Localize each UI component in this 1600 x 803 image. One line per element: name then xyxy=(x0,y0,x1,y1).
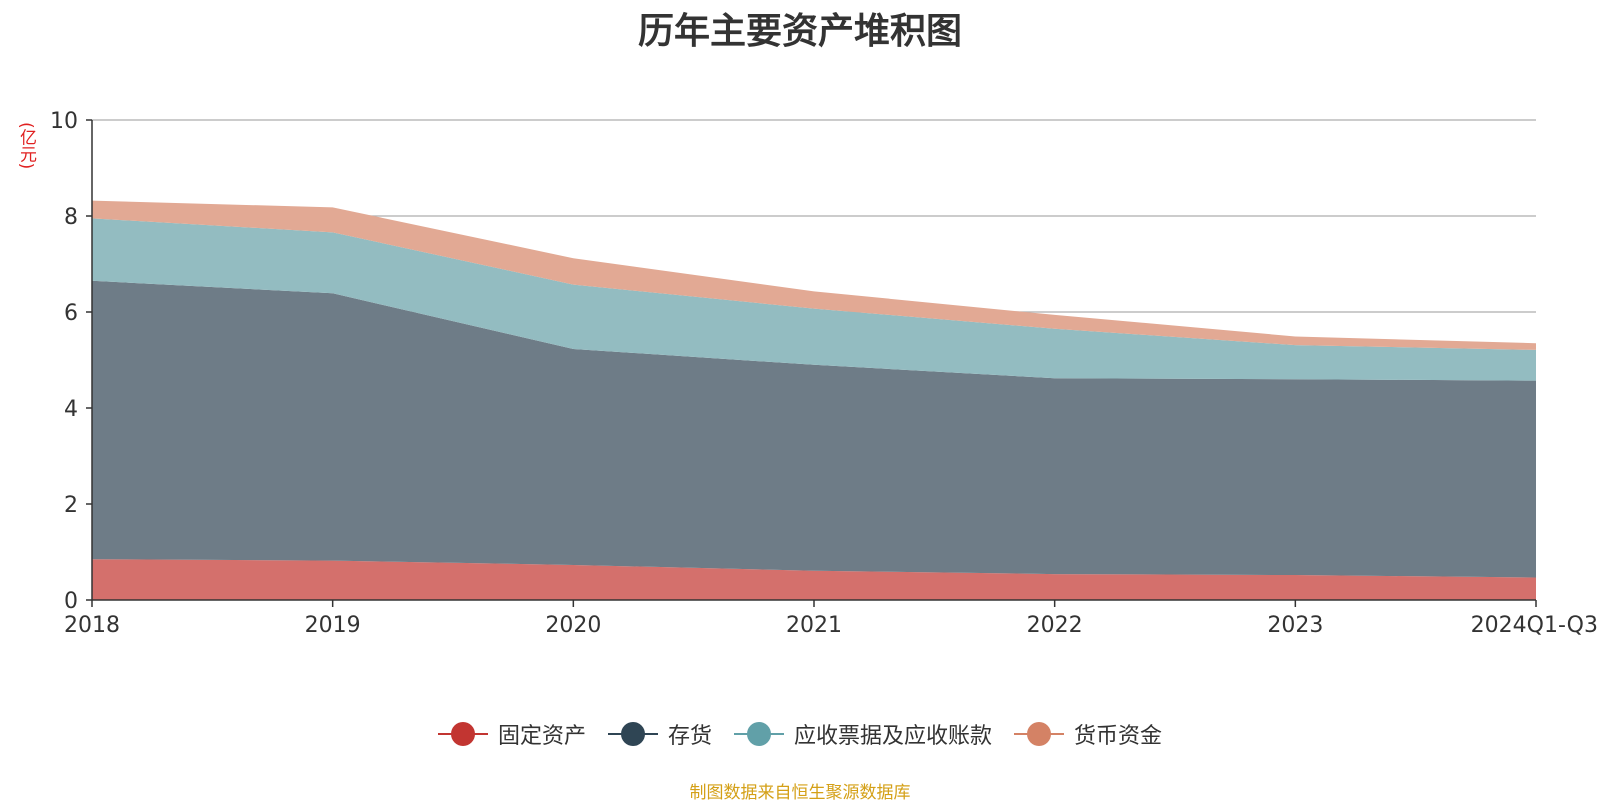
legend-marker-icon xyxy=(734,721,784,747)
x-tick-labels: 2018 2019 2020 2021 2022 2023 2024Q1-Q3 xyxy=(64,613,1598,638)
legend-item-0[interactable]: 固定资产 xyxy=(437,718,586,750)
source-note: 制图数据来自恒生聚源数据库 xyxy=(689,783,911,803)
legend-item-3[interactable]: 货币资金 xyxy=(1014,718,1162,750)
x-tick-label: 2019 xyxy=(305,613,361,638)
x-tick-label: 2024Q1-Q3 xyxy=(1471,613,1598,638)
legend-marker-icon xyxy=(437,721,488,747)
legend-label: 固定资产 xyxy=(497,724,586,749)
y-tick-label: 10 xyxy=(50,109,78,134)
x-tick-label: 2020 xyxy=(545,613,601,638)
x-tick-label: 2018 xyxy=(64,613,120,638)
legend-label: 存货 xyxy=(667,724,712,749)
y-tick-labels: 0 2 4 6 8 10 xyxy=(50,109,78,614)
area-series-0 xyxy=(92,559,1536,600)
x-tick-label: 2022 xyxy=(1027,613,1083,638)
x-tick-label: 2023 xyxy=(1267,613,1323,638)
legend-item-1[interactable]: 存货 xyxy=(607,718,712,750)
y-tick-label: 0 xyxy=(64,589,78,614)
legend-item-2[interactable]: 应收票据及应收账款 xyxy=(734,718,992,750)
chart-title: 历年主要资产堆积图 xyxy=(637,11,962,52)
legend-marker-icon xyxy=(607,721,658,747)
stacked-areas xyxy=(92,200,1536,600)
x-tick-label: 2021 xyxy=(786,613,842,638)
y-axis-unit-label: (亿元) xyxy=(16,122,36,170)
legend-label: 货币资金 xyxy=(1074,724,1163,749)
y-tick-label: 8 xyxy=(64,205,78,230)
legend-label: 应收票据及应收账款 xyxy=(794,724,993,749)
legend-marker-icon xyxy=(1014,721,1065,747)
legend: 固定资产 存货 应收票据及应收账款 货币资金 xyxy=(0,718,1600,750)
area-series-3 xyxy=(92,200,1536,350)
y-tick-label: 4 xyxy=(64,397,78,422)
y-tick-label: 6 xyxy=(64,301,78,326)
area-series-2 xyxy=(92,218,1536,381)
y-tick-label: 2 xyxy=(64,493,78,518)
axes xyxy=(86,119,1537,607)
area-series-1 xyxy=(92,280,1536,578)
